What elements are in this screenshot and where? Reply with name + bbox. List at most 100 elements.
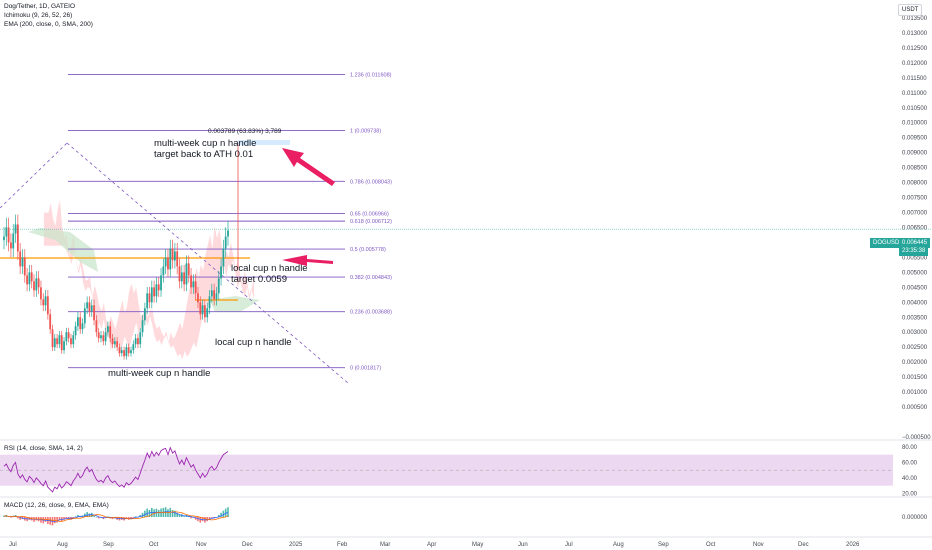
time-tick-label: May: [472, 542, 483, 548]
price-tick-label: 0.008000: [902, 181, 928, 187]
time-tick-label: Feb: [337, 542, 348, 548]
candle-body: [30, 272, 33, 282]
macd-histogram-bar: [174, 510, 176, 517]
candle-body: [3, 236, 5, 241]
candle-body: [148, 293, 151, 303]
candle-body: [120, 350, 123, 354]
candle-body: [49, 314, 52, 330]
time-tick-label: Jun: [518, 542, 528, 548]
macd-histogram-bar: [134, 516, 137, 517]
candle-body: [109, 326, 112, 339]
candle-body: [72, 335, 75, 345]
price-tick-label: −0.000500: [902, 435, 931, 441]
trendline-rising: [0, 142, 68, 209]
macd-histogram-bar: [176, 512, 178, 517]
fib-level-label: 0 (0.001817): [350, 366, 381, 372]
macd-histogram-bar: [3, 515, 5, 517]
currency-badge[interactable]: USDT: [898, 4, 923, 16]
ema-legend[interactable]: EMA (200, close, 0, SMA, 200): [4, 21, 93, 28]
annotation-big-cup: multi-week cup n handle target back to A…: [154, 138, 257, 160]
time-tick-label: Jul: [9, 542, 17, 548]
candle-body: [10, 242, 12, 249]
rsi-legend[interactable]: RSI (14, close, SMA, 14, 2): [4, 445, 83, 452]
candle-body: [56, 338, 59, 345]
candle-body: [35, 278, 38, 291]
arrow-to-local-target: [282, 255, 333, 266]
macd-histogram-bar: [19, 517, 21, 520]
candle-body: [67, 332, 70, 339]
price-tick-label: 0.001000: [902, 390, 928, 396]
macd-histogram-bar: [86, 512, 88, 517]
price-tick-label: 0.013500: [902, 16, 928, 22]
candle-body: [185, 263, 188, 285]
macd-histogram-bar: [58, 517, 61, 521]
price-tick-label: 0.012500: [902, 46, 928, 52]
macd-histogram-bar: [157, 510, 160, 517]
price-tick-label: 0.003000: [902, 330, 928, 336]
candle-body: [162, 266, 165, 276]
candle-body: [44, 296, 47, 306]
candle-body: [88, 302, 91, 312]
candle-body: [53, 338, 56, 348]
macd-histogram-bar: [222, 510, 225, 517]
time-tick-label: 2026: [846, 542, 860, 548]
ticker-label: DOGUSDT: [870, 238, 906, 248]
macd-histogram-bar: [77, 514, 79, 517]
macd-histogram-bar: [141, 512, 144, 517]
macd-histogram-bar: [144, 510, 146, 517]
price-tick-label: 0.005000: [902, 270, 928, 276]
candle-body: [93, 305, 95, 321]
candle-body: [169, 248, 172, 270]
annotation-local-cup-target: local cup n handle target 0.0059: [231, 263, 308, 285]
candle-body: [178, 266, 181, 282]
candle-body: [83, 308, 86, 324]
candle-body: [130, 350, 132, 354]
macd-histogram-bar: [17, 517, 19, 519]
candle-body: [42, 299, 45, 306]
candle-body: [160, 275, 162, 291]
candle-body: [113, 341, 116, 345]
rsi-tick-label: 20.00: [902, 491, 918, 497]
price-tick-label: 0.001500: [902, 375, 928, 381]
candle-body: [60, 335, 63, 351]
candle-body: [7, 227, 10, 243]
candle-body: [206, 308, 209, 318]
fib-level-label: 0.236 (0.003688): [350, 310, 392, 316]
macd-legend[interactable]: MACD (12, 26, close, 9, EMA, EMA): [4, 502, 109, 509]
macd-histogram-bar: [148, 510, 151, 517]
price-tick-label: 0.008500: [902, 166, 928, 172]
candle-body: [40, 287, 42, 300]
candle-body: [116, 341, 119, 348]
candle-body: [79, 317, 82, 330]
candle-body: [222, 248, 225, 267]
price-tick-label: 0.007000: [902, 211, 928, 217]
candle-body: [210, 290, 213, 297]
candle-body: [28, 272, 31, 285]
candle-body: [51, 329, 54, 348]
candle-body: [224, 236, 227, 249]
price-tick-label: 0.009500: [902, 136, 928, 142]
time-tick-label: Sep: [103, 542, 114, 548]
candle-body: [95, 320, 98, 333]
macd-histogram-bar: [190, 517, 192, 519]
macd-histogram-bar: [197, 517, 199, 522]
candle-body: [23, 257, 26, 276]
candle-body: [192, 281, 195, 288]
macd-histogram-bar: [84, 513, 86, 517]
candle-body: [19, 251, 22, 267]
candle-body: [107, 326, 109, 333]
time-tick-label: Nov: [196, 542, 207, 548]
time-tick-label: Dec: [242, 542, 253, 548]
macd-histogram-bar: [93, 514, 95, 517]
fib-level-label: 0.618 (0.006712): [350, 219, 392, 225]
candle-body: [100, 335, 102, 339]
candle-body: [157, 284, 160, 291]
measure-box: [238, 140, 290, 145]
ichimoku-legend[interactable]: Ichimoku (9, 26, 52, 26): [4, 12, 73, 19]
measure-label: 0.003789 (63.83%) 3,789: [208, 128, 282, 135]
macd-histogram-bar: [167, 509, 169, 517]
macd-line: [3, 511, 229, 522]
symbol-title: Dog/Tether, 1D, GATEIO: [4, 3, 76, 10]
macd-histogram-bar: [95, 517, 98, 518]
